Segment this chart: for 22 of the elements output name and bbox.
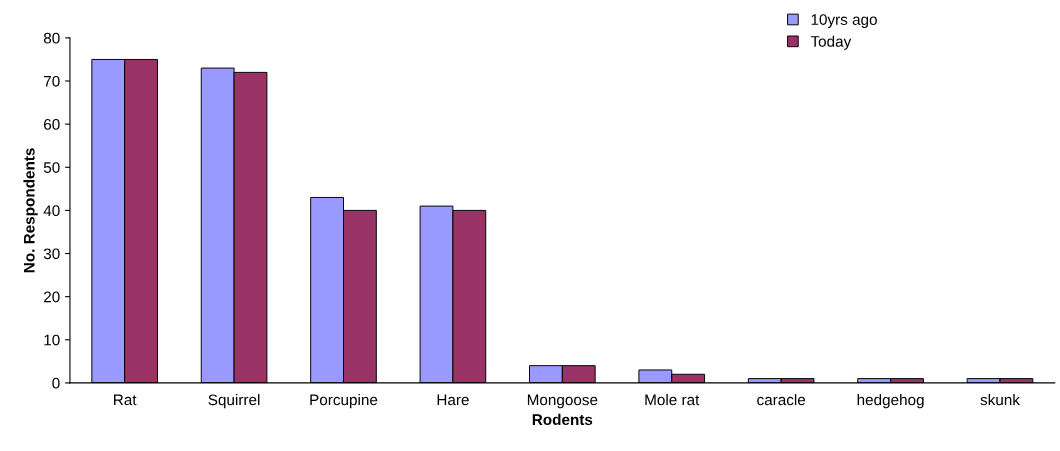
x-tick-label: Mongoose xyxy=(527,394,598,409)
x-tick-label: Porcupine xyxy=(310,394,378,409)
x-tick-label: Hare xyxy=(437,394,469,406)
y-axis-title: No. Respondents xyxy=(23,148,38,273)
y-tick-label: 70 xyxy=(44,75,60,87)
x-tick-label: Mole rat xyxy=(645,394,700,406)
x-tick-label: Rat xyxy=(114,394,137,406)
x-tick-label: hedgehog xyxy=(857,394,924,409)
y-tick-label: 50 xyxy=(43,162,60,173)
legend-label: Today xyxy=(810,35,852,50)
y-tick-label: 60 xyxy=(44,119,60,130)
y-tick-label: 80 xyxy=(43,32,60,44)
y-tick-label: 40 xyxy=(43,205,60,217)
x-axis-title: Rodents xyxy=(532,413,593,426)
x-tick-label: skunk xyxy=(980,394,1020,406)
x-tick-label: caracle xyxy=(757,394,806,406)
legend-label: 10yrs ago xyxy=(811,14,877,28)
y-tick-label: 0 xyxy=(52,377,60,389)
y-tick-label: 20 xyxy=(44,291,60,303)
y-tick-label: 30 xyxy=(43,248,60,260)
y-tick-label: 10 xyxy=(44,334,60,346)
x-tick-label: Squirrel xyxy=(208,394,260,409)
